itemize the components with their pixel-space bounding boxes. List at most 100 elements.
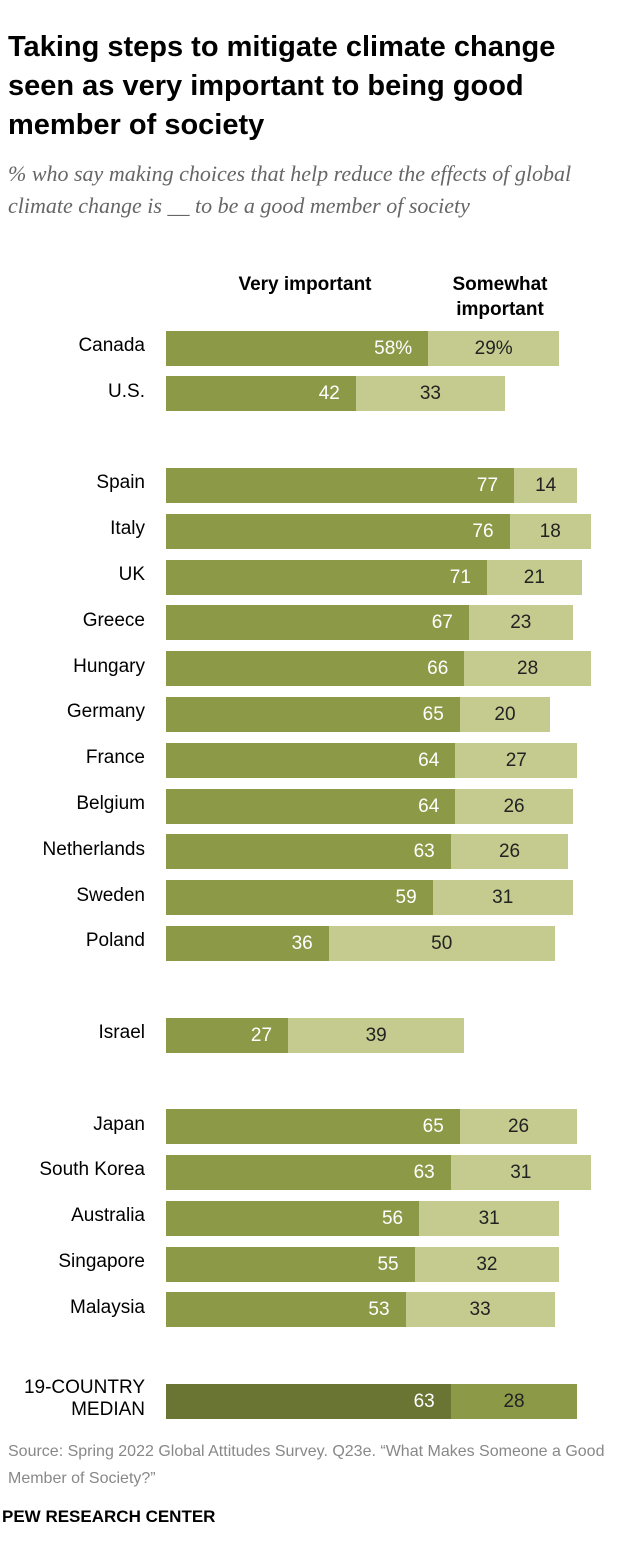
bar — [166, 1383, 451, 1419]
value-label: 28 — [517, 658, 539, 680]
value-label: 27 — [505, 749, 527, 771]
bar — [450, 834, 569, 870]
bar — [486, 559, 582, 595]
bar — [468, 605, 573, 641]
value-label: 14 — [535, 474, 557, 496]
bar — [355, 376, 505, 412]
bar — [166, 925, 329, 961]
bar — [450, 1154, 591, 1190]
bar — [166, 651, 465, 687]
value-label: 55 — [377, 1253, 399, 1275]
value-label: 71 — [449, 566, 471, 588]
value-label: 36 — [291, 932, 313, 954]
bar — [414, 1246, 560, 1282]
bar — [328, 925, 555, 961]
category-label: Malaysia — [70, 1296, 145, 1318]
value-label: 65 — [422, 1116, 444, 1138]
bar — [450, 1383, 578, 1419]
value-label: 20 — [494, 703, 516, 725]
bar — [166, 696, 460, 732]
bar — [166, 513, 510, 549]
value-label: 76 — [472, 520, 494, 542]
bar — [166, 1017, 289, 1053]
category-label: Belgium — [76, 793, 145, 814]
value-label: 26 — [507, 1116, 530, 1138]
value-label: 33 — [419, 383, 441, 405]
bar — [166, 788, 456, 824]
value-label: 31 — [478, 1207, 500, 1229]
value-label: 28 — [503, 1390, 525, 1412]
value-label: 66 — [427, 658, 449, 680]
bar — [405, 1292, 555, 1328]
category-label: South Korea — [39, 1159, 145, 1181]
value-label: 33 — [469, 1299, 491, 1321]
bar — [455, 742, 578, 778]
category-label: Singapore — [58, 1251, 145, 1272]
category-label: Greece — [82, 609, 145, 631]
value-label: 26 — [503, 795, 525, 817]
category-label: Poland — [85, 930, 145, 952]
bar — [288, 1017, 465, 1053]
bar — [166, 1292, 406, 1328]
bar — [459, 1109, 578, 1145]
bar — [455, 788, 573, 824]
bar — [166, 834, 451, 870]
category-label: 19-COUNTRY MEDIAN — [23, 1377, 145, 1421]
value-label: 50 — [431, 932, 453, 954]
bar — [166, 467, 515, 503]
value-label: 58% — [374, 337, 413, 359]
category-label: U.S. — [108, 380, 145, 402]
bar — [514, 467, 578, 503]
bar — [166, 1200, 420, 1236]
value-label: 42 — [318, 383, 340, 405]
value-label: 67 — [431, 612, 453, 634]
chart-subtitle: % who say making choices that help reduc… — [8, 161, 572, 218]
category-label: UK — [118, 564, 145, 585]
category-label: Netherlands — [42, 838, 145, 860]
chart-title: Taking steps to mitigate climate change … — [8, 31, 556, 141]
legend-entry: Somewhat important — [452, 274, 548, 320]
bar — [428, 330, 560, 366]
credit: PEW RESEARCH CENTER — [2, 1507, 216, 1526]
category-label: Canada — [78, 335, 145, 356]
bar — [464, 651, 591, 687]
bar — [166, 559, 487, 595]
bar — [166, 605, 469, 641]
value-label: 18 — [539, 520, 561, 542]
bar — [166, 1154, 451, 1190]
category-label: Sweden — [76, 884, 145, 906]
bar — [166, 1109, 460, 1145]
value-label: 53 — [368, 1299, 390, 1321]
category-label: Spain — [96, 472, 145, 494]
value-label: 77 — [476, 474, 499, 496]
source-note: Source: Spring 2022 Global Attitudes Sur… — [8, 1443, 605, 1487]
value-label: 23 — [510, 612, 532, 634]
bar — [166, 330, 429, 366]
category-label: Italy — [110, 518, 145, 540]
value-label: 32 — [476, 1253, 498, 1275]
value-label: 65 — [422, 703, 444, 725]
category-label: France — [85, 747, 145, 769]
value-label: 64 — [418, 749, 440, 771]
value-label: 63 — [413, 1161, 435, 1183]
value-label: 64 — [418, 795, 440, 817]
value-label: 39 — [365, 1024, 387, 1046]
value-label: 63 — [413, 841, 435, 863]
value-label: 29% — [474, 337, 513, 359]
value-label: 27 — [250, 1024, 273, 1046]
bar — [166, 880, 433, 916]
bar — [166, 1246, 415, 1282]
category-label: Australia — [71, 1205, 145, 1227]
category-label: Germany — [66, 701, 145, 723]
bar — [432, 880, 573, 916]
bar — [166, 376, 356, 412]
value-label: 31 — [492, 887, 514, 909]
value-label: 31 — [510, 1161, 532, 1183]
value-label: 63 — [413, 1390, 435, 1412]
legend-entry: Very important — [238, 274, 372, 295]
bar — [459, 696, 551, 732]
value-label: 59 — [395, 887, 417, 909]
bar — [166, 742, 456, 778]
value-label: 26 — [498, 841, 521, 863]
